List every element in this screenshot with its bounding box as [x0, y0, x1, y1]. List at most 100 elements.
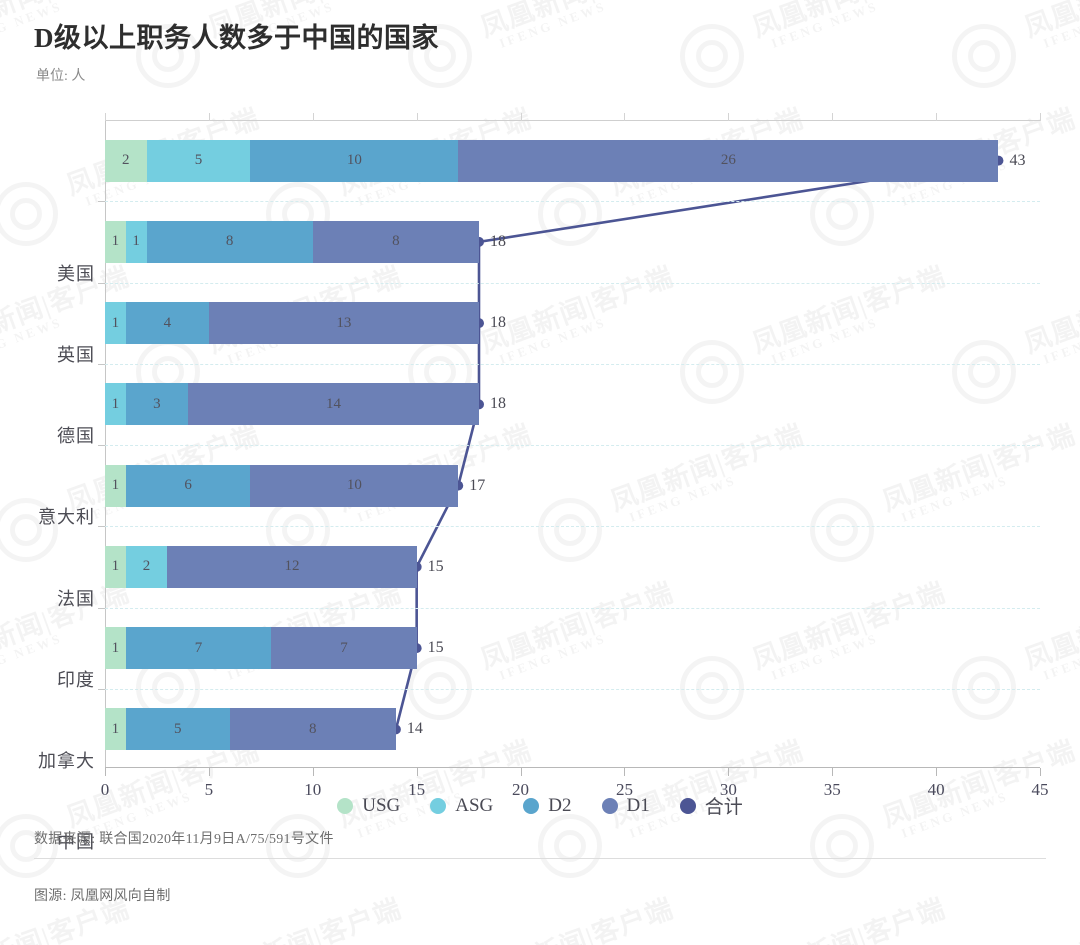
x-axis-tick-top: [105, 113, 106, 121]
bar-segment: 4: [125, 302, 209, 345]
bar-segment-value: 7: [340, 639, 348, 656]
y-axis-tick: [98, 526, 105, 528]
legend-label: 合计: [704, 797, 743, 818]
total-value-label: 18: [490, 314, 506, 332]
legend-item-usg[interactable]: USG: [337, 795, 400, 817]
x-axis-tick-top: [1040, 113, 1041, 121]
x-axis-tick-top: [312, 113, 314, 121]
bar-segment: 5: [146, 139, 251, 182]
x-axis-tick-label: 30: [719, 780, 737, 799]
total-value-label: 43: [1009, 151, 1026, 169]
legend-item-d2[interactable]: D2: [523, 794, 572, 817]
x-axis-tick: [312, 768, 314, 776]
y-axis-category-label: 加拿大: [38, 751, 95, 772]
bar-segment-value: 1: [132, 233, 140, 250]
legend-swatch-icon: [523, 797, 540, 814]
bar-segment: 14: [188, 383, 479, 426]
bar-segment-value: 6: [184, 477, 192, 494]
bar-segment-value: 8: [225, 233, 234, 250]
x-axis-tick: [936, 768, 938, 776]
bar-segment: 8: [146, 220, 313, 263]
y-axis-category-label: 德国: [57, 426, 95, 447]
legend-label: D2: [548, 794, 572, 816]
data-source-note: 数据来源: 联合国2020年11月9日A/75/591号文件: [34, 832, 334, 847]
bar-segment-value: 10: [346, 152, 362, 169]
total-value-label: 17: [469, 476, 486, 494]
grid-line: [105, 282, 1040, 284]
bar-segment-value: 1: [111, 477, 120, 494]
watermark-logo-icon: [680, 24, 744, 88]
x-axis-tick-label: 20: [512, 780, 530, 799]
bar-segment: 1: [105, 464, 126, 507]
y-axis-category-label: 印度: [57, 669, 95, 690]
axis-bottom-line: [105, 767, 1040, 768]
bar-segment-value: 1: [111, 314, 120, 331]
chart-header: D级以上职务人数多于中国的国家 单位: 人: [34, 16, 439, 85]
watermark-text: 凤凰新闻|客户端IFENG NEWS: [1018, 0, 1080, 56]
bar-segment: 1: [105, 708, 126, 751]
grid-line: [105, 363, 1040, 365]
y-axis-tick: [98, 607, 105, 609]
axis-left-line: [105, 120, 106, 768]
bar-segment-value: 26: [720, 152, 736, 169]
total-value-label: 18: [490, 395, 506, 413]
bar-segment-value: 12: [284, 558, 300, 575]
total-value-label: 14: [406, 720, 423, 738]
chart-unit-subtitle: 单位: 人: [36, 69, 86, 84]
bar-segment-value: 13: [336, 314, 352, 331]
bar-segment: 2: [105, 139, 147, 182]
y-axis-tick: [98, 363, 105, 365]
grid-line: [105, 445, 1040, 446]
y-axis-tick: [98, 688, 105, 690]
legend-swatch-icon: [601, 797, 618, 814]
y-axis-tick: [98, 445, 105, 446]
page-title: D级以上职务人数多于中国的国家: [34, 23, 439, 53]
legend-item-合计[interactable]: 合计: [679, 792, 743, 819]
x-axis-tick-label: 25: [615, 780, 633, 799]
chart-legend: USG ASG D2 D1 合计: [0, 792, 1080, 819]
bar-segment-value: 1: [111, 558, 120, 575]
footer-divider: [34, 858, 1046, 859]
y-axis-category-label: 意大利: [38, 507, 95, 528]
y-axis-category-label: 英国: [57, 344, 95, 365]
x-axis-tick: [832, 768, 834, 776]
watermark-logo-icon: [952, 24, 1016, 88]
axis-top-line: [105, 120, 1040, 121]
bar-segment: 7: [271, 627, 417, 670]
legend-item-d1[interactable]: D1: [601, 794, 650, 817]
x-axis-tick-label: 35: [823, 780, 841, 799]
bar-segment: 10: [250, 139, 459, 182]
bar-segment-value: 2: [122, 152, 130, 169]
x-axis-tick-top: [936, 113, 938, 121]
legend-item-asg[interactable]: ASG: [430, 795, 493, 817]
grid-line: [105, 607, 1040, 609]
x-axis-tick-top: [416, 113, 418, 121]
x-axis-tick: [105, 768, 106, 776]
bar-segment-value: 3: [153, 395, 161, 412]
plot-area: 2 5 10 26 1 1 8 8 1 4 13 1 3 14 1 6 10 1 2 12 1 7 7 1 5 8 43 18 18 18…: [98, 120, 1040, 770]
x-axis-tick-label: 10: [304, 780, 322, 799]
legend-label: USG: [362, 794, 401, 816]
legend-label: ASG: [455, 794, 494, 816]
legend-swatch-icon: [430, 797, 447, 814]
x-axis-tick-label: 15: [408, 780, 426, 799]
bar-segment: 1: [105, 220, 126, 263]
bar-segment-value: 8: [309, 720, 317, 737]
watermark-text: 凤凰新闻|客户端IFENG NEWS: [474, 0, 682, 56]
x-axis-tick-top: [832, 113, 834, 121]
bar-segment: 26: [458, 139, 999, 182]
legend-label: D1: [626, 794, 650, 816]
bar-segment: 7: [125, 627, 272, 670]
grid-line: [105, 201, 1040, 203]
bar-segment-value: 5: [194, 152, 203, 169]
x-axis-tick-top: [624, 113, 626, 121]
total-value-label: 15: [427, 557, 444, 575]
bar-segment: 1: [105, 302, 126, 345]
total-value-label: 15: [427, 639, 444, 657]
y-axis-category-label: 法国: [57, 588, 95, 609]
grid-line: [105, 688, 1040, 690]
x-axis-tick: [1040, 768, 1041, 776]
bar-segment-value: 1: [111, 639, 120, 656]
y-axis-category-label: 中国: [57, 832, 95, 853]
grid-line: [105, 526, 1040, 528]
